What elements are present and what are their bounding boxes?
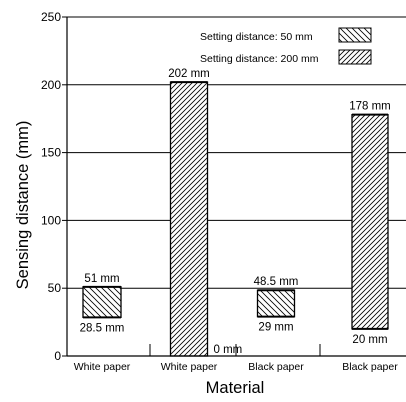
y-tick-label-200: 200 [41,78,61,92]
value-label-low-0-1: 29 mm [258,322,293,334]
legend-label-200mm: Setting distance: 200 mm [200,53,319,65]
value-label-high-1-0: 202 mm [168,68,210,80]
bar-series1-1 [169,81,209,357]
bar-series1-3 [351,113,389,330]
legend: Setting distance: 50 mm Setting distance… [200,27,372,65]
y-tick-label-0: 0 [54,349,61,363]
y-tick-label-50: 50 [48,281,62,295]
legend-swatch-200mm [338,49,372,65]
x-tick-label-2: Black paper [248,361,304,373]
value-labels: 51 mm 28.5 mm 48.5 mm 29 mm 202 mm 0 mm 178 mm… [80,68,391,356]
value-label-high-1-1: 178 mm [349,101,391,113]
x-tick-label-3: Black paper [342,361,398,373]
legend-label-50mm: Setting distance: 50 mm [200,31,313,43]
legend-swatch-50mm [338,27,372,43]
bars [82,81,389,357]
value-label-low-1-0: 0 mm [214,344,243,356]
x-axis-title: Material [206,379,265,397]
value-label-low-1-1: 20 mm [352,334,387,346]
bar-series0-2 [256,289,296,318]
gridlines [67,16,406,289]
y-tick-label-100: 100 [41,213,61,227]
bar-series0-0 [82,286,122,319]
axes: 0 50 100 150 200 250 White paper White paper Bla… [41,10,406,373]
x-tick-label-1: White paper [161,361,218,373]
value-label-low-0-0: 28.5 mm [80,322,125,334]
y-axis-title: Sensing distance (mm) [14,121,32,290]
y-tick-label-150: 150 [41,146,61,160]
value-label-high-0-1: 48.5 mm [254,276,299,288]
value-label-high-0-0: 51 mm [84,273,119,285]
x-tick-label-0: White paper [74,361,131,373]
y-tick-label-250: 250 [41,10,61,24]
